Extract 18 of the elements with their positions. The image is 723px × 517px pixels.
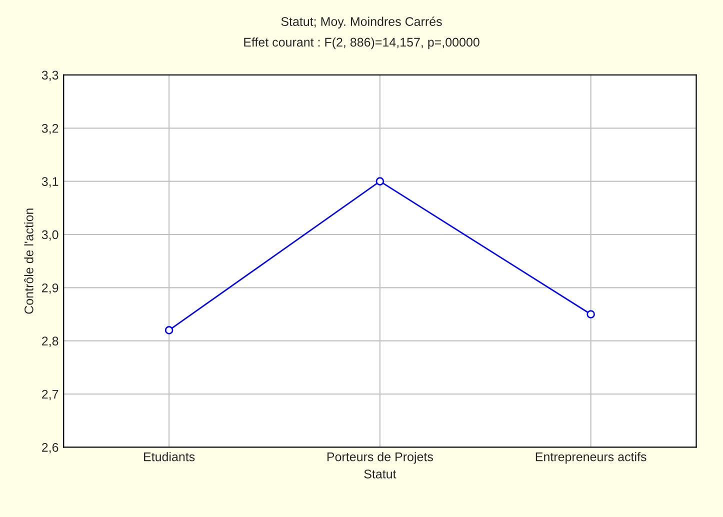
x-tick-label: Etudiants	[144, 452, 195, 462]
y-tick-label: 3,2	[42, 124, 58, 134]
x-tick-label: Porteurs de Projets	[327, 452, 433, 464]
y-tick-label: 3,3	[42, 70, 58, 82]
y-axis-title: Contrôle de l'action	[24, 208, 34, 314]
chart-subtitle: Effet courant : F(2, 886)=14,157, p=,00000	[244, 37, 480, 50]
y-tick-label: 3,1	[42, 177, 58, 188]
y-tick-label: 2,9	[42, 283, 58, 294]
x-axis-title: Statut	[364, 470, 396, 478]
point	[164, 326, 174, 334]
y-tick-label: 3,0	[42, 230, 58, 241]
point	[376, 177, 384, 186]
y-tick-label: 2,6	[42, 443, 58, 454]
x-tick-label: Entrepreneurs actifs	[536, 452, 646, 464]
point	[586, 310, 595, 318]
y-tick-label: 2,8	[42, 336, 58, 347]
y-tick-label: 2,7	[42, 390, 58, 400]
chart-title: Statut; Moy. Moindres Carrés	[281, 16, 442, 28]
